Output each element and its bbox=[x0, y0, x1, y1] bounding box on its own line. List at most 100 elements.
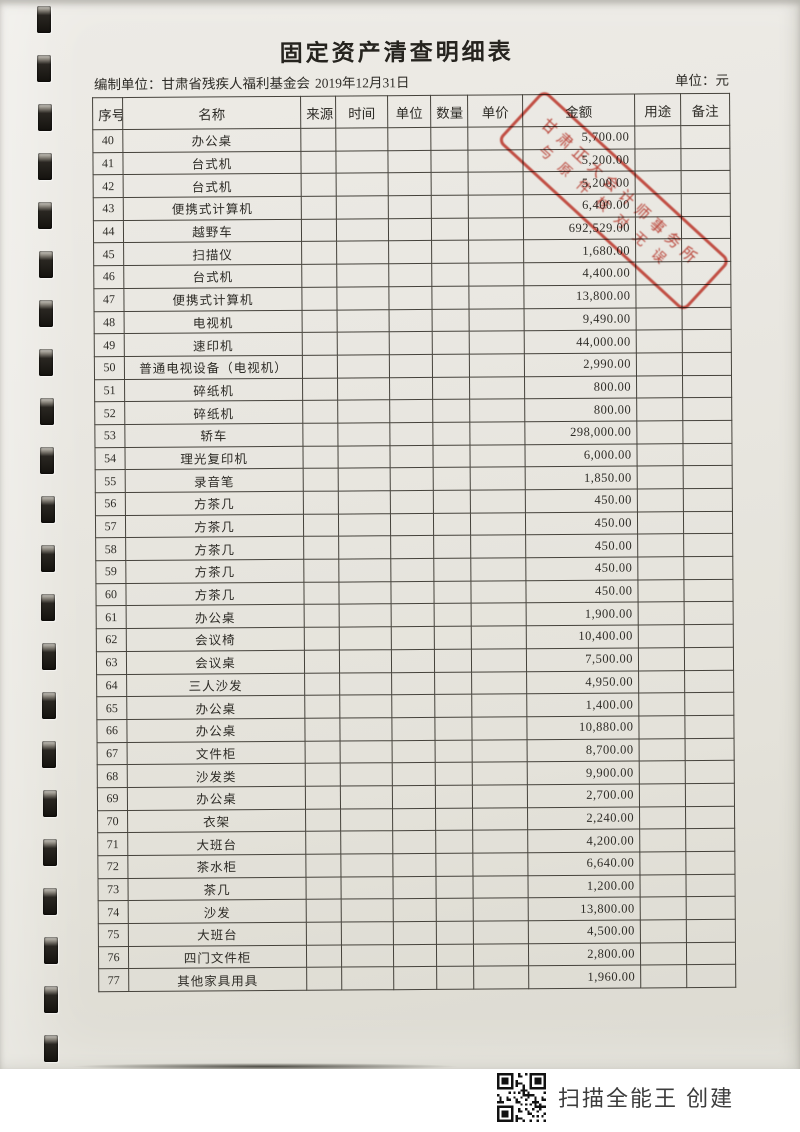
page-title: 固定资产清查明细表 bbox=[279, 38, 514, 66]
row-number-cell: 72 bbox=[97, 855, 128, 879]
row-number-cell: 65 bbox=[96, 696, 127, 720]
asset-name-cell: 便携式计算机 bbox=[123, 287, 303, 312]
amount-cell: 1,400.00 bbox=[526, 693, 639, 717]
usage-cell bbox=[637, 556, 684, 580]
row-number-cell: 57 bbox=[95, 515, 126, 539]
asset-name-cell: 会议桌 bbox=[126, 650, 305, 675]
quantity-cell bbox=[434, 626, 472, 650]
time-cell bbox=[339, 717, 393, 741]
row-number-cell: 75 bbox=[98, 923, 129, 947]
unit-price-cell bbox=[469, 330, 525, 355]
usage-cell bbox=[634, 125, 681, 149]
asset-name-cell: 录音笔 bbox=[125, 468, 304, 493]
row-number-cell: 44 bbox=[93, 220, 124, 244]
asset-name-cell: 办公桌 bbox=[127, 786, 306, 811]
amount-cell: 4,400.00 bbox=[523, 262, 636, 286]
unit-cell bbox=[389, 399, 433, 423]
amount-cell: 6,640.00 bbox=[527, 851, 640, 876]
source-cell bbox=[303, 468, 339, 492]
unit-price-cell bbox=[470, 467, 526, 491]
unit-cell bbox=[391, 626, 435, 650]
usage-cell bbox=[635, 216, 682, 240]
unit-cell bbox=[388, 286, 433, 310]
asset-name-cell: 碎纸机 bbox=[124, 377, 303, 402]
asset-name-cell: 沙发类 bbox=[127, 763, 306, 788]
unit-price-cell bbox=[473, 966, 529, 990]
amount-cell: 5,200.00 bbox=[522, 148, 636, 173]
column-header: 单位 bbox=[387, 95, 431, 128]
unit-cell bbox=[391, 603, 435, 627]
asset-name-cell: 茶水柜 bbox=[127, 854, 306, 879]
source-cell bbox=[304, 672, 340, 696]
unit-price-cell bbox=[472, 784, 528, 808]
unit-price-cell bbox=[469, 308, 525, 332]
unit-price-cell bbox=[473, 943, 529, 967]
remark-cell bbox=[683, 511, 733, 535]
amount-cell: 4,200.00 bbox=[527, 829, 640, 853]
remark-cell bbox=[686, 942, 736, 966]
source-cell bbox=[305, 854, 341, 877]
usage-cell bbox=[640, 942, 687, 966]
unit-cell bbox=[387, 150, 432, 174]
usage-cell bbox=[635, 261, 682, 285]
source-cell bbox=[305, 786, 341, 809]
unit-price-cell bbox=[470, 557, 526, 581]
time-cell bbox=[335, 127, 388, 151]
quantity-cell bbox=[433, 535, 471, 559]
usage-cell bbox=[639, 851, 686, 875]
source-cell bbox=[304, 627, 340, 651]
time-cell bbox=[337, 331, 390, 355]
amount-cell: 800.00 bbox=[524, 398, 637, 422]
remark-cell bbox=[684, 715, 735, 739]
time-cell bbox=[338, 490, 391, 514]
asset-name-cell: 速印机 bbox=[124, 332, 303, 357]
unit-note: 单位：元 bbox=[675, 69, 729, 89]
quantity-cell bbox=[435, 875, 474, 899]
source-cell bbox=[300, 128, 336, 152]
unit-price-cell bbox=[472, 875, 529, 899]
source-cell bbox=[302, 445, 339, 469]
unit-cell bbox=[392, 830, 436, 854]
column-header: 来源 bbox=[300, 96, 336, 129]
remark-cell bbox=[684, 692, 734, 716]
source-cell bbox=[302, 377, 338, 401]
remark-cell bbox=[681, 170, 731, 194]
unit-price-cell bbox=[469, 444, 526, 468]
amount-cell: 1,680.00 bbox=[523, 239, 636, 263]
amount-cell: 450.00 bbox=[525, 488, 638, 513]
remark-cell bbox=[681, 261, 731, 285]
unit-cell bbox=[392, 876, 437, 900]
unit-cell bbox=[388, 172, 432, 196]
source-cell bbox=[305, 876, 342, 900]
usage-cell bbox=[639, 806, 686, 830]
amount-cell: 5,700.00 bbox=[522, 125, 635, 150]
source-cell bbox=[301, 286, 338, 310]
quantity-cell bbox=[434, 717, 473, 740]
source-cell bbox=[303, 581, 340, 605]
time-cell bbox=[339, 694, 392, 718]
unit-cell bbox=[391, 671, 435, 695]
unit-cell bbox=[393, 944, 437, 968]
remark-cell bbox=[683, 533, 733, 557]
unit-cell bbox=[392, 808, 436, 832]
quantity-cell bbox=[436, 921, 474, 945]
column-header: 数量 bbox=[430, 95, 468, 128]
unit-cell bbox=[390, 535, 434, 559]
amount-cell: 7,500.00 bbox=[526, 647, 639, 672]
amount-cell: 8,700.00 bbox=[527, 738, 640, 763]
column-header: 序号 bbox=[92, 97, 123, 130]
time-cell bbox=[338, 558, 391, 582]
binding-hole bbox=[38, 153, 53, 180]
asset-name-cell: 办公桌 bbox=[126, 695, 305, 720]
unit-price-cell bbox=[467, 149, 524, 173]
asset-name-cell: 衣架 bbox=[127, 808, 306, 833]
row-number-cell: 58 bbox=[95, 537, 126, 561]
time-cell bbox=[338, 581, 392, 605]
row-number-cell: 67 bbox=[97, 742, 128, 766]
row-number-cell: 76 bbox=[98, 946, 129, 970]
row-number-cell: 60 bbox=[95, 583, 127, 607]
remark-cell bbox=[680, 148, 731, 172]
source-cell bbox=[301, 241, 337, 265]
usage-cell bbox=[634, 148, 682, 172]
usage-cell bbox=[635, 193, 682, 217]
